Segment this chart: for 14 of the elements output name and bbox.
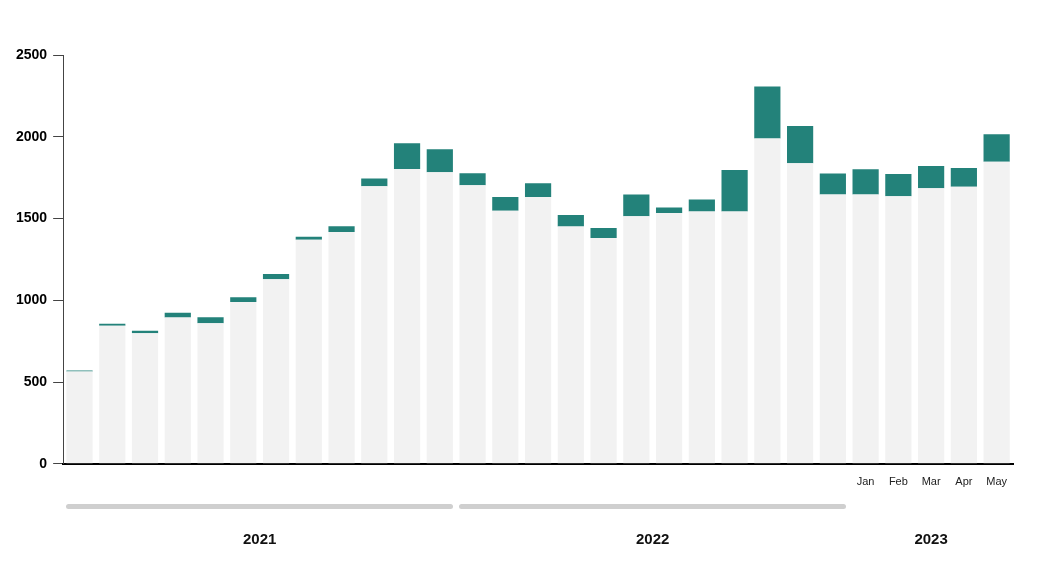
y-tick-label: 1500 — [15, 209, 48, 226]
text: 2022 — [636, 530, 670, 548]
x-tick-label: Apr — [955, 475, 973, 488]
x-tick-label: Mar — [921, 475, 941, 488]
y-tick-label: 0 — [39, 454, 48, 471]
x-tick-label: Jan — [856, 475, 875, 488]
y-tick-label: 2500 — [15, 45, 48, 62]
x-tick-label: May — [986, 475, 1008, 488]
text: 2021 — [242, 530, 277, 548]
y-tick-label: 2000 — [15, 127, 48, 144]
x-tick-label: Feb — [888, 475, 908, 488]
y-tick-label: 1000 — [15, 291, 48, 308]
text: 2023 — [914, 530, 948, 548]
y-tick-label: 500 — [23, 372, 48, 389]
